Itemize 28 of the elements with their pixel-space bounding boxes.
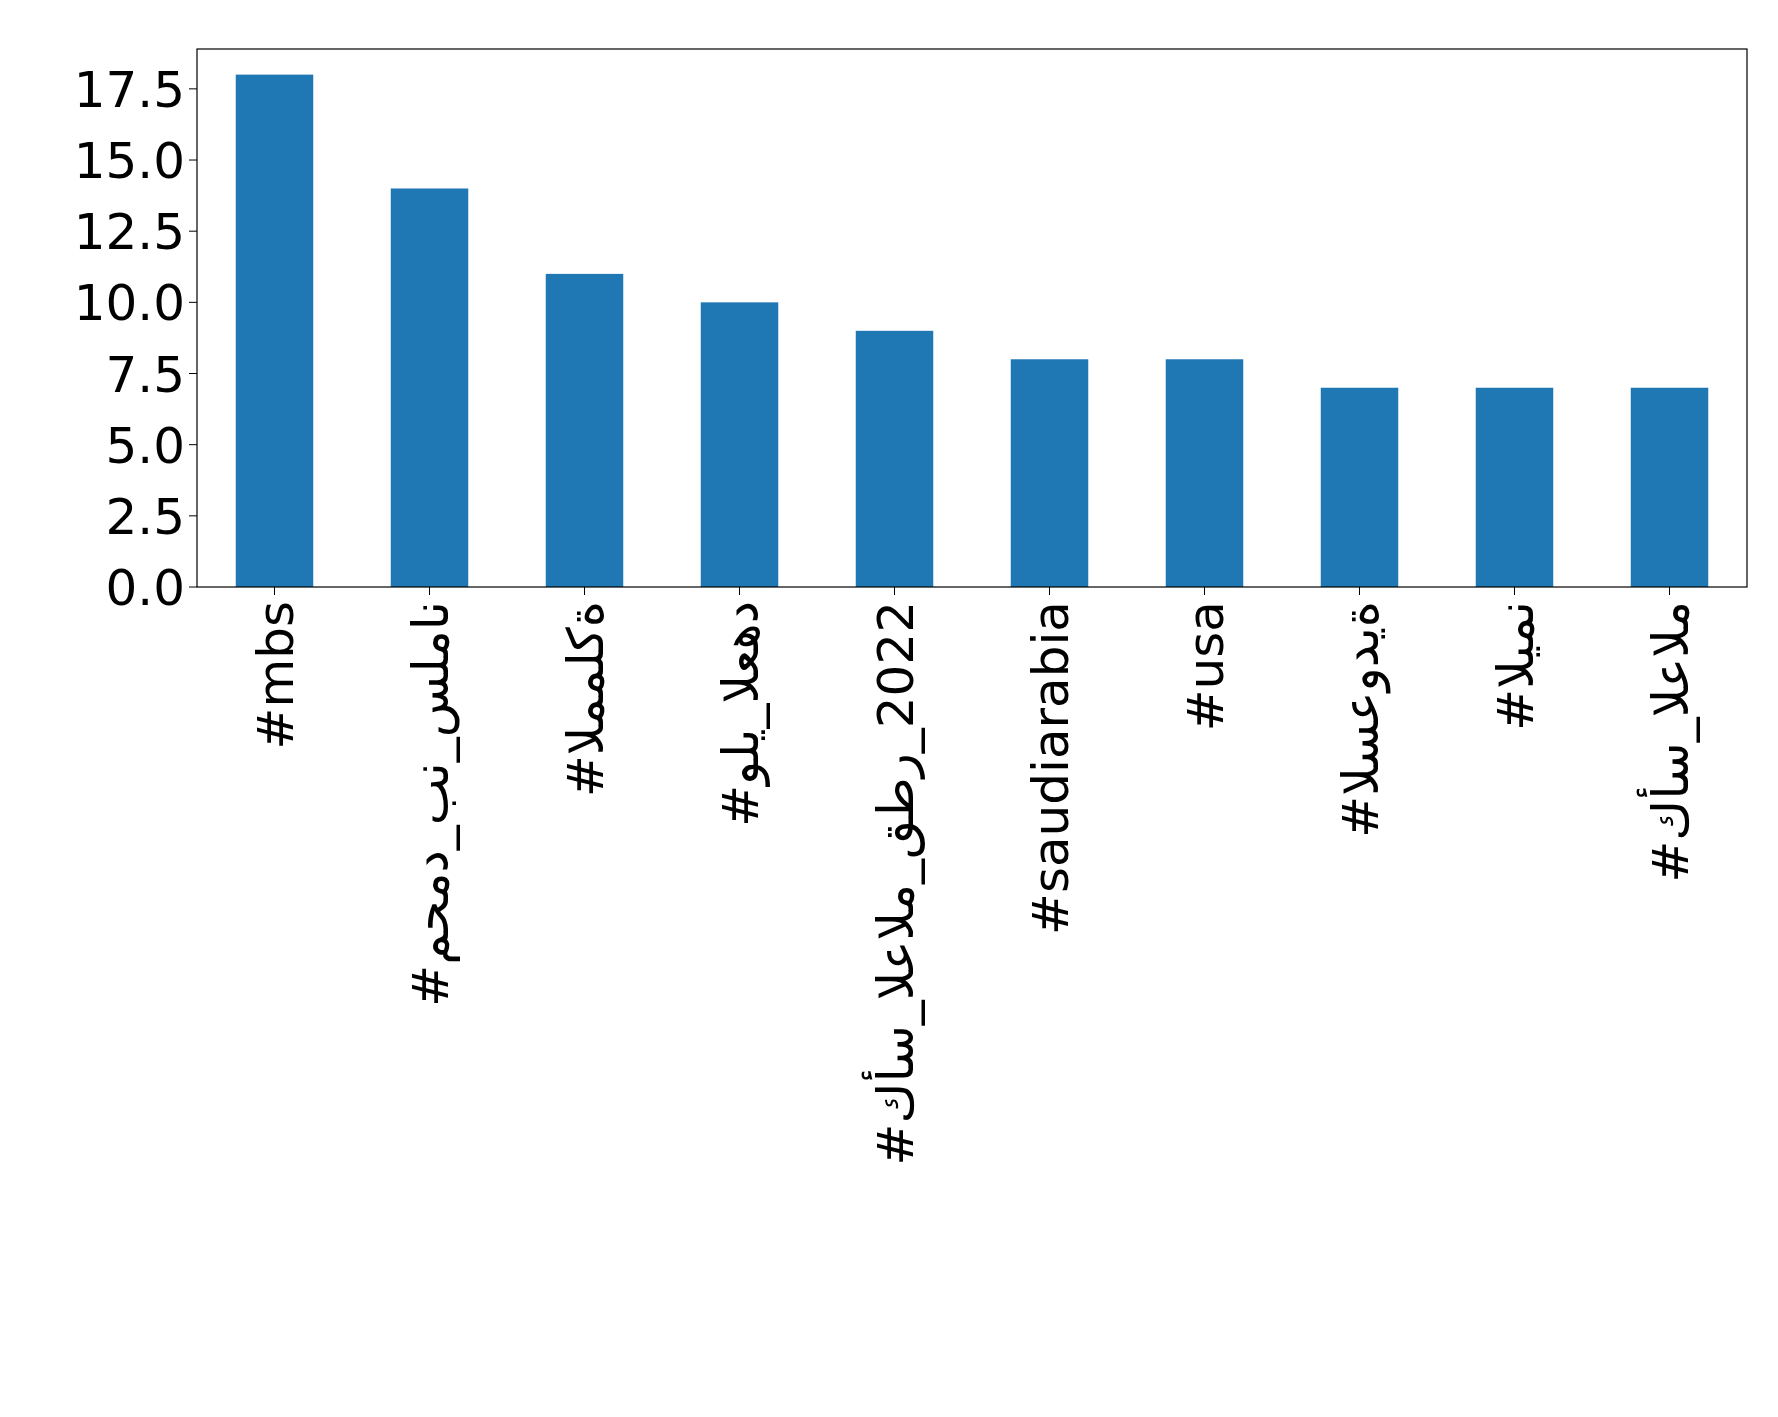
y-tick-label: 2.5: [105, 487, 185, 546]
x-tick-label: #السعودية: [1331, 601, 1391, 838]
bar: [390, 188, 469, 587]
x-tick-label: #كأس_العالم_قطر_2022: [860, 601, 925, 1166]
y-tick-label: 7.5: [105, 345, 185, 404]
x-tick-label: #mbs: [246, 601, 305, 750]
bar: [545, 273, 624, 587]
y-tick-label: 0.0: [105, 559, 185, 617]
y-tick-label: 5.0: [105, 416, 185, 475]
bar: [700, 302, 779, 587]
bar: [1010, 359, 1089, 587]
x-tick-label: #اليمن: [1486, 601, 1545, 731]
x-tick-label: #محمد_بن_سلمان: [401, 601, 460, 1007]
bar: [235, 74, 314, 587]
x-tick-label: #المملكة: [556, 601, 615, 798]
bar: [1630, 387, 1709, 587]
x-tick-label: #saudiarabia: [1021, 601, 1080, 936]
y-tick-label: 10.0: [73, 274, 185, 333]
x-tick-label: #ولي_العهد: [711, 601, 770, 827]
y-tick-label: 17.5: [73, 60, 185, 119]
x-tick-label: #usa: [1176, 601, 1235, 732]
bar: [1475, 387, 1554, 587]
bar: [855, 330, 934, 587]
y-tick-label: 15.0: [73, 132, 185, 191]
x-tick-label: #كأس_العالم: [1635, 601, 1700, 883]
y-tick-label: 12.5: [73, 203, 185, 262]
bar: [1165, 359, 1244, 587]
bar: [1320, 387, 1399, 587]
